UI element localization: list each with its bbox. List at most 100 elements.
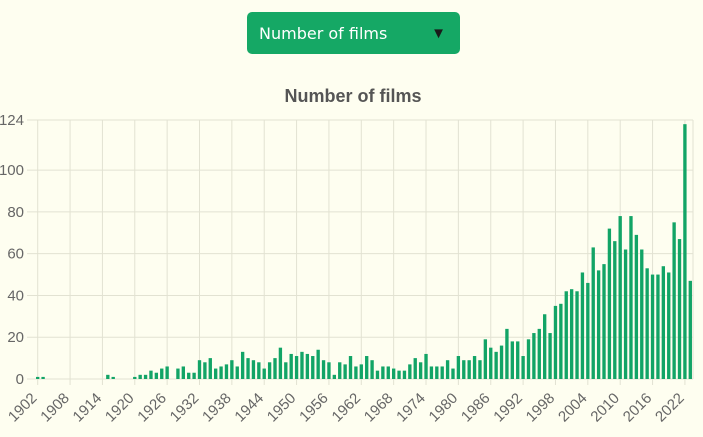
bar[interactable]: [143, 374, 148, 379]
bar[interactable]: [537, 328, 541, 379]
bar[interactable]: [467, 360, 471, 379]
bar[interactable]: [586, 282, 590, 379]
bar[interactable]: [440, 366, 444, 379]
bar[interactable]: [656, 274, 660, 379]
bar[interactable]: [106, 374, 110, 379]
bar[interactable]: [516, 341, 520, 379]
bar[interactable]: [311, 356, 315, 379]
bar[interactable]: [305, 353, 310, 379]
bar[interactable]: [386, 366, 390, 379]
bar[interactable]: [429, 366, 434, 379]
bar[interactable]: [381, 366, 385, 379]
bar[interactable]: [456, 356, 461, 379]
bar[interactable]: [510, 341, 514, 379]
bar[interactable]: [397, 370, 401, 379]
bar[interactable]: [462, 360, 466, 379]
bar[interactable]: [165, 366, 169, 379]
bar[interactable]: [489, 347, 493, 379]
bar[interactable]: [451, 368, 455, 379]
bar[interactable]: [187, 372, 191, 379]
bar[interactable]: [650, 274, 655, 379]
bar[interactable]: [203, 362, 207, 379]
bar[interactable]: [284, 362, 288, 379]
bar[interactable]: [478, 360, 482, 379]
bar[interactable]: [580, 272, 585, 379]
bar[interactable]: [623, 249, 628, 380]
bar[interactable]: [181, 366, 185, 379]
bar[interactable]: [267, 362, 272, 379]
bar[interactable]: [246, 358, 250, 379]
bar[interactable]: [338, 362, 342, 379]
bar[interactable]: [640, 249, 644, 380]
bar[interactable]: [208, 358, 212, 379]
bar[interactable]: [327, 362, 331, 379]
bar[interactable]: [575, 291, 579, 379]
bar[interactable]: [564, 291, 568, 379]
bar[interactable]: [343, 364, 347, 379]
bar[interactable]: [472, 356, 477, 379]
bar[interactable]: [424, 353, 428, 379]
bar[interactable]: [629, 216, 633, 379]
bar[interactable]: [445, 360, 450, 379]
bar[interactable]: [348, 356, 353, 379]
bar[interactable]: [111, 376, 115, 379]
bar[interactable]: [354, 366, 358, 379]
bar[interactable]: [688, 280, 692, 379]
bar[interactable]: [149, 370, 153, 379]
bar[interactable]: [607, 228, 612, 379]
bar[interactable]: [300, 351, 304, 379]
bar[interactable]: [316, 349, 320, 379]
bar[interactable]: [521, 356, 525, 379]
bar[interactable]: [418, 362, 423, 379]
bar[interactable]: [294, 356, 299, 379]
bar[interactable]: [602, 264, 606, 379]
bar[interactable]: [505, 328, 509, 379]
bar[interactable]: [273, 358, 277, 379]
bar[interactable]: [672, 222, 676, 379]
bar[interactable]: [402, 370, 407, 379]
bar[interactable]: [214, 368, 218, 379]
bar[interactable]: [526, 339, 531, 379]
bar[interactable]: [596, 270, 601, 379]
bar[interactable]: [559, 303, 563, 379]
bar[interactable]: [645, 268, 649, 379]
bar[interactable]: [235, 366, 239, 379]
bar[interactable]: [176, 368, 180, 379]
bar[interactable]: [41, 376, 45, 379]
bar[interactable]: [160, 368, 164, 379]
bar[interactable]: [240, 351, 245, 379]
bar[interactable]: [618, 216, 622, 379]
bar[interactable]: [543, 314, 547, 379]
bar[interactable]: [569, 289, 574, 379]
bar[interactable]: [408, 364, 412, 379]
bar[interactable]: [499, 345, 504, 379]
bar[interactable]: [677, 239, 682, 379]
bar[interactable]: [257, 362, 261, 379]
bar[interactable]: [634, 234, 639, 379]
bar[interactable]: [224, 364, 229, 379]
bar[interactable]: [230, 360, 234, 379]
bar[interactable]: [494, 351, 498, 379]
bar[interactable]: [413, 358, 417, 379]
bar[interactable]: [36, 376, 40, 379]
bar[interactable]: [553, 305, 558, 379]
bar[interactable]: [435, 366, 439, 379]
bar[interactable]: [375, 370, 380, 379]
bar[interactable]: [683, 124, 687, 379]
bar[interactable]: [591, 247, 595, 379]
bar[interactable]: [332, 374, 337, 379]
bar[interactable]: [197, 360, 202, 379]
bar[interactable]: [667, 272, 671, 379]
bar[interactable]: [613, 241, 617, 379]
bar[interactable]: [289, 353, 293, 379]
bar[interactable]: [133, 376, 137, 379]
bar[interactable]: [365, 356, 369, 379]
bar[interactable]: [251, 360, 256, 379]
bar[interactable]: [321, 360, 326, 379]
bar[interactable]: [138, 374, 142, 379]
bar[interactable]: [192, 372, 196, 379]
bar[interactable]: [391, 368, 396, 379]
bar[interactable]: [370, 360, 374, 379]
bar[interactable]: [262, 368, 266, 379]
metric-select[interactable]: Number of films ▼: [247, 12, 460, 54]
